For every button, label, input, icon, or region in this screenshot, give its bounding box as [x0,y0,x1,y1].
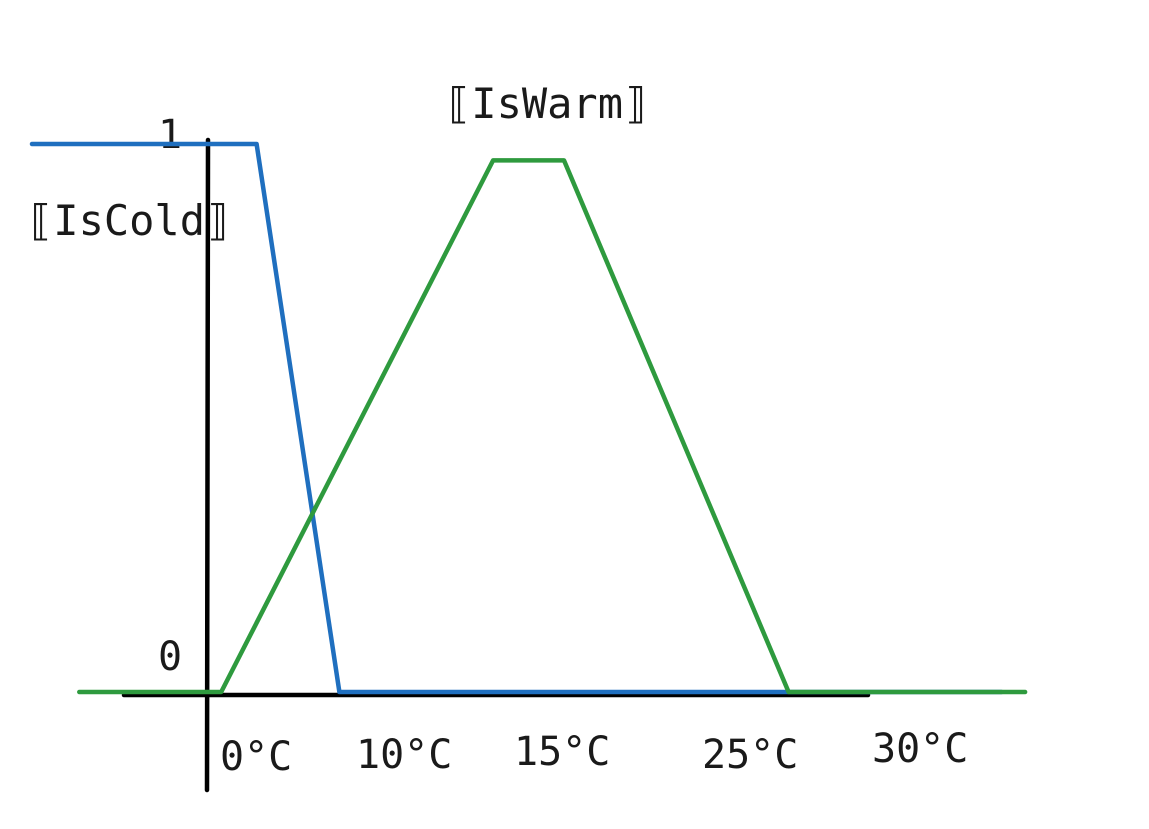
series-label-iswarm: ⟦IsWarm⟧ [446,79,648,128]
x-tick-label-10c: 10°C [356,732,452,778]
series-label-iscold: ⟦IsCold⟧ [28,196,230,245]
series-line-iswarm [77,158,1028,695]
y-tick-label-1: 1 [158,112,182,158]
y-tick-label-0: 0 [158,634,182,680]
y-axis [204,137,211,793]
series-line-iscold [29,141,1004,695]
x-tick-label-0c: 0°C [220,734,292,780]
x-tick-label-30c: 30°C [872,726,968,772]
x-tick-label-25c: 25°C [702,732,798,778]
x-tick-label-15c: 15°C [514,729,610,775]
